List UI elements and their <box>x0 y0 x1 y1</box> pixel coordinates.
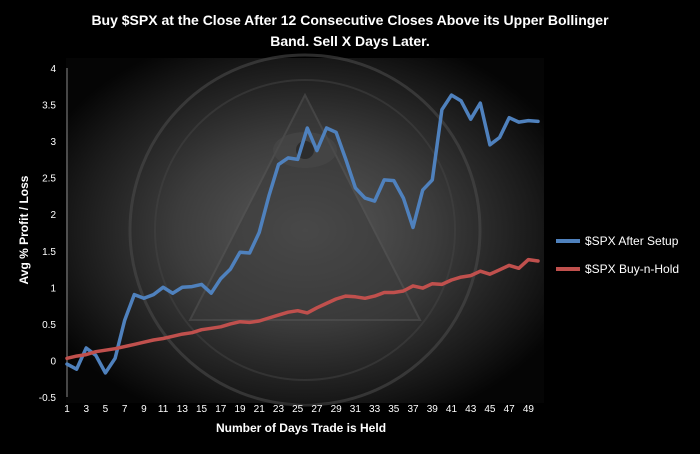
series-line-1 <box>65 93 540 375</box>
x-tick-label: 11 <box>158 404 169 415</box>
x-tick-label: 15 <box>196 404 208 415</box>
background-seal-image <box>66 53 544 407</box>
chart-title: Buy $SPX at the Close After 12 Consecuti… <box>91 12 609 49</box>
x-tick-label: 31 <box>350 404 362 415</box>
x-tick-label: 19 <box>234 404 246 415</box>
chart-title-line-1: Buy $SPX at the Close After 12 Consecuti… <box>91 12 609 28</box>
x-tick-label: 37 <box>407 404 419 415</box>
x-axis-label: Number of Days Trade is Held <box>216 421 386 435</box>
x-tick-label: 25 <box>292 404 304 415</box>
series-line-2 <box>65 257 540 361</box>
x-tick-label: 49 <box>523 404 535 415</box>
x-tick-label: 39 <box>427 404 439 415</box>
x-tick-label: 29 <box>331 404 343 415</box>
y-tick-labels: 4 3.5 3 2.5 2 1.5 1 0.5 0 -0.5 <box>39 64 57 404</box>
x-tick-label: 23 <box>273 404 285 415</box>
x-tick-label: 27 <box>311 404 323 415</box>
y-tick-label: 3.5 <box>42 101 56 112</box>
y-tick-label: 2 <box>50 210 56 221</box>
x-tick-label: 41 <box>446 404 458 415</box>
x-tick-label: 35 <box>388 404 400 415</box>
y-tick-label: 2.5 <box>42 174 56 185</box>
x-tick-label: 17 <box>215 404 227 415</box>
x-tick-label: 43 <box>465 404 477 415</box>
x-tick-label: 21 <box>254 404 266 415</box>
y-tick-label: 4 <box>50 64 56 75</box>
series-layer <box>65 93 540 375</box>
x-tick-label: 7 <box>122 404 128 415</box>
x-tick-label: 13 <box>177 404 189 415</box>
x-tick-label: 1 <box>64 404 70 415</box>
legend-label: $SPX After Setup <box>585 234 679 248</box>
y-tick-label: -0.5 <box>39 393 57 404</box>
y-tick-label: 0.5 <box>42 320 56 331</box>
y-tick-label: 3 <box>50 137 56 148</box>
x-tick-label: 45 <box>484 404 496 415</box>
x-tick-label: 3 <box>83 404 89 415</box>
y-tick-label: 1.5 <box>42 247 56 258</box>
y-tick-label: 0 <box>50 356 56 367</box>
x-tick-label: 5 <box>103 404 109 415</box>
x-tick-label: 47 <box>504 404 516 415</box>
legend: $SPX After Setup $SPX Buy-n-Hold <box>556 234 679 276</box>
y-axis-label: Avg % Profit / Loss <box>17 175 31 284</box>
chart-title-line-2: Band. Sell X Days Later. <box>270 33 430 49</box>
x-tick-labels: 1 3 5 7 9 11 13 15 17 19 21 23 25 27 29 31 33 35 37 39 41 43 4… <box>64 404 534 415</box>
y-tick-label: 1 <box>50 283 56 294</box>
legend-label: $SPX Buy-n-Hold <box>585 262 679 276</box>
x-tick-label: 33 <box>369 404 381 415</box>
y-axis-label-group: Avg % Profit / Loss <box>17 175 31 284</box>
x-tick-label: 9 <box>141 404 147 415</box>
